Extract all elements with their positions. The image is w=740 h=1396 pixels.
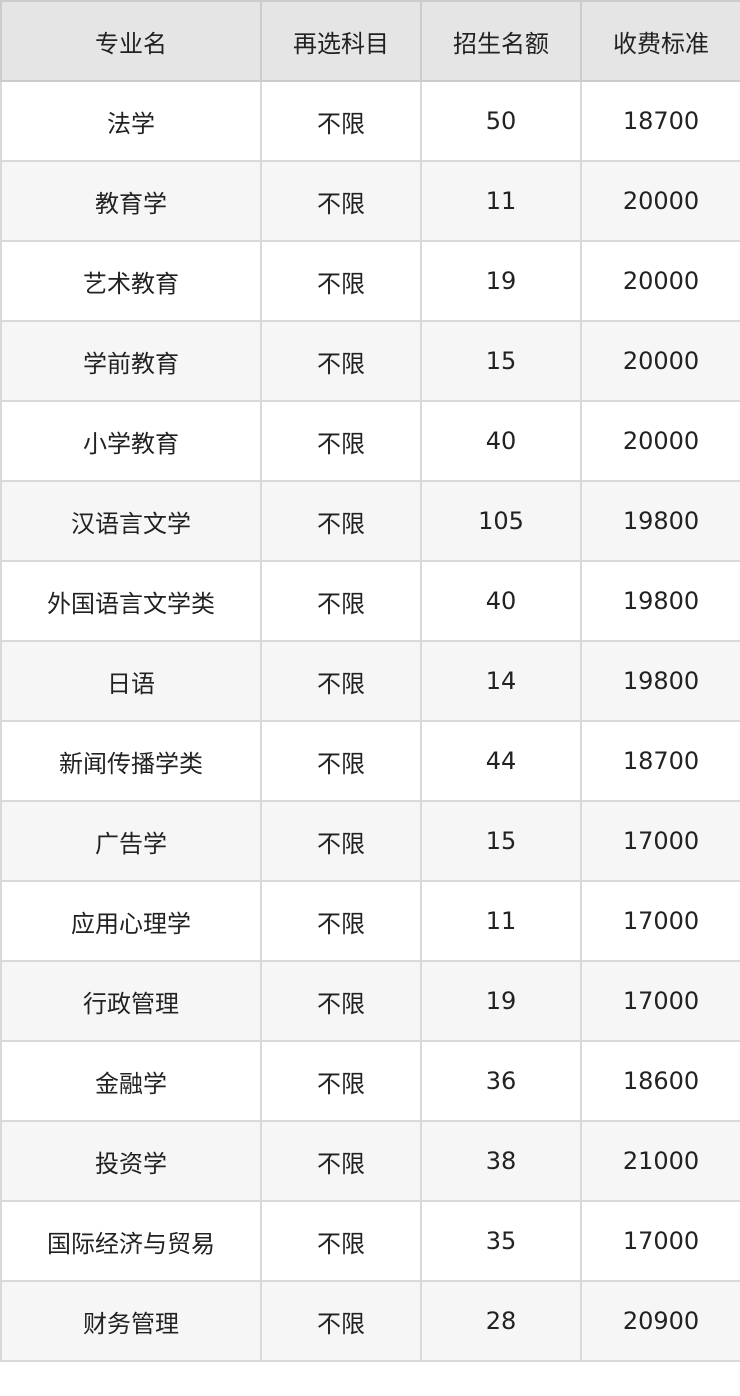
major-cell: 金融学 bbox=[0, 1040, 262, 1122]
quota-cell: 15 bbox=[420, 800, 582, 882]
major-cell: 艺术教育 bbox=[0, 240, 262, 322]
quota-cell: 28 bbox=[420, 1280, 582, 1362]
major-cell: 学前教育 bbox=[0, 320, 262, 402]
fee-cell: 18600 bbox=[580, 1040, 740, 1122]
table-row: 学前教育 不限 15 20000 bbox=[0, 320, 740, 402]
table-row: 汉语言文学 不限 105 19800 bbox=[0, 480, 740, 562]
major-cell: 小学教育 bbox=[0, 400, 262, 482]
quota-cell: 11 bbox=[420, 880, 582, 962]
header-subject: 再选科目 bbox=[260, 0, 422, 82]
table-row: 外国语言文学类 不限 40 19800 bbox=[0, 560, 740, 642]
subject-cell: 不限 bbox=[260, 1040, 422, 1122]
quota-cell: 40 bbox=[420, 400, 582, 482]
major-cell: 投资学 bbox=[0, 1120, 262, 1202]
subject-cell: 不限 bbox=[260, 560, 422, 642]
fee-cell: 17000 bbox=[580, 880, 740, 962]
table-row: 金融学 不限 36 18600 bbox=[0, 1040, 740, 1122]
table-row: 财务管理 不限 28 20900 bbox=[0, 1280, 740, 1362]
quota-cell: 14 bbox=[420, 640, 582, 722]
quota-cell: 40 bbox=[420, 560, 582, 642]
major-cell: 法学 bbox=[0, 80, 262, 162]
fee-cell: 19800 bbox=[580, 560, 740, 642]
subject-cell: 不限 bbox=[260, 400, 422, 482]
quota-cell: 44 bbox=[420, 720, 582, 802]
major-cell: 国际经济与贸易 bbox=[0, 1200, 262, 1282]
table-header-row: 专业名 再选科目 招生名额 收费标准 bbox=[0, 0, 740, 82]
fee-cell: 19800 bbox=[580, 640, 740, 722]
quota-cell: 11 bbox=[420, 160, 582, 242]
header-major: 专业名 bbox=[0, 0, 262, 82]
fee-cell: 20900 bbox=[580, 1280, 740, 1362]
table-row: 行政管理 不限 19 17000 bbox=[0, 960, 740, 1042]
subject-cell: 不限 bbox=[260, 1200, 422, 1282]
table-row: 小学教育 不限 40 20000 bbox=[0, 400, 740, 482]
table-row: 教育学 不限 11 20000 bbox=[0, 160, 740, 242]
major-cell: 教育学 bbox=[0, 160, 262, 242]
fee-cell: 20000 bbox=[580, 160, 740, 242]
header-quota: 招生名额 bbox=[420, 0, 582, 82]
major-cell: 日语 bbox=[0, 640, 262, 722]
fee-cell: 21000 bbox=[580, 1120, 740, 1202]
subject-cell: 不限 bbox=[260, 1120, 422, 1202]
major-cell: 汉语言文学 bbox=[0, 480, 262, 562]
table-row: 国际经济与贸易 不限 35 17000 bbox=[0, 1200, 740, 1282]
quota-cell: 50 bbox=[420, 80, 582, 162]
major-cell: 新闻传播学类 bbox=[0, 720, 262, 802]
fee-cell: 18700 bbox=[580, 80, 740, 162]
quota-cell: 15 bbox=[420, 320, 582, 402]
subject-cell: 不限 bbox=[260, 1280, 422, 1362]
quota-cell: 36 bbox=[420, 1040, 582, 1122]
table-row: 投资学 不限 38 21000 bbox=[0, 1120, 740, 1202]
subject-cell: 不限 bbox=[260, 720, 422, 802]
subject-cell: 不限 bbox=[260, 320, 422, 402]
subject-cell: 不限 bbox=[260, 240, 422, 322]
table-row: 艺术教育 不限 19 20000 bbox=[0, 240, 740, 322]
quota-cell: 19 bbox=[420, 960, 582, 1042]
fee-cell: 18700 bbox=[580, 720, 740, 802]
quota-cell: 19 bbox=[420, 240, 582, 322]
quota-cell: 38 bbox=[420, 1120, 582, 1202]
table-row: 日语 不限 14 19800 bbox=[0, 640, 740, 722]
subject-cell: 不限 bbox=[260, 640, 422, 722]
quota-cell: 105 bbox=[420, 480, 582, 562]
subject-cell: 不限 bbox=[260, 960, 422, 1042]
fee-cell: 20000 bbox=[580, 400, 740, 482]
fee-cell: 20000 bbox=[580, 240, 740, 322]
fee-cell: 17000 bbox=[580, 960, 740, 1042]
majors-table: 专业名 再选科目 招生名额 收费标准 法学 不限 50 18700 教育学 不限 11 200… bbox=[0, 0, 740, 1362]
table-row: 法学 不限 50 18700 bbox=[0, 80, 740, 162]
fee-cell: 20000 bbox=[580, 320, 740, 402]
fee-cell: 17000 bbox=[580, 800, 740, 882]
major-cell: 广告学 bbox=[0, 800, 262, 882]
subject-cell: 不限 bbox=[260, 80, 422, 162]
major-cell: 外国语言文学类 bbox=[0, 560, 262, 642]
major-cell: 应用心理学 bbox=[0, 880, 262, 962]
quota-cell: 35 bbox=[420, 1200, 582, 1282]
table-row: 新闻传播学类 不限 44 18700 bbox=[0, 720, 740, 802]
table-row: 应用心理学 不限 11 17000 bbox=[0, 880, 740, 962]
fee-cell: 19800 bbox=[580, 480, 740, 562]
major-cell: 行政管理 bbox=[0, 960, 262, 1042]
subject-cell: 不限 bbox=[260, 880, 422, 962]
major-cell: 财务管理 bbox=[0, 1280, 262, 1362]
subject-cell: 不限 bbox=[260, 480, 422, 562]
fee-cell: 17000 bbox=[580, 1200, 740, 1282]
subject-cell: 不限 bbox=[260, 800, 422, 882]
header-fee: 收费标准 bbox=[580, 0, 740, 82]
table-row: 广告学 不限 15 17000 bbox=[0, 800, 740, 882]
subject-cell: 不限 bbox=[260, 160, 422, 242]
